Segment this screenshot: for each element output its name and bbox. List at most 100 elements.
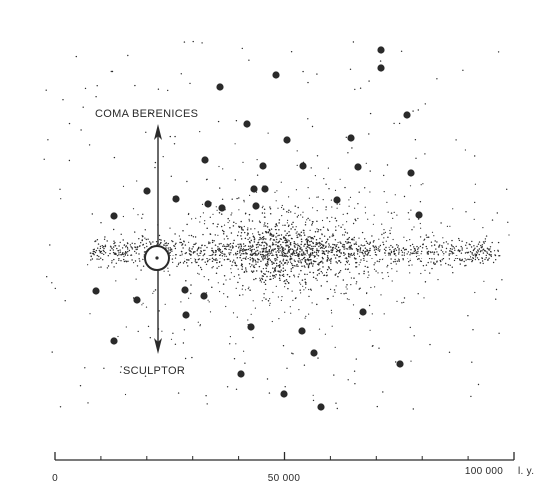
disk-star <box>115 252 117 255</box>
bulge-star <box>382 243 385 246</box>
disk-star <box>103 247 105 250</box>
field-star <box>205 395 207 397</box>
thick-disk-star <box>380 294 382 296</box>
bulge-star <box>300 269 302 272</box>
disk-star <box>239 252 241 254</box>
globular-cluster <box>347 134 355 142</box>
disk-star <box>466 251 468 254</box>
thick-disk-star <box>474 183 476 185</box>
thick-disk-star <box>280 299 282 301</box>
thick-disk-star <box>117 255 119 257</box>
field-star <box>358 191 360 193</box>
field-star <box>84 367 86 369</box>
thick-disk-star <box>347 268 349 270</box>
thick-disk-star <box>449 253 451 255</box>
globular-cluster <box>377 46 385 54</box>
bulge-star <box>301 258 303 261</box>
thick-disk-star <box>297 245 299 247</box>
thick-disk-star <box>238 245 240 247</box>
field-star <box>96 85 98 87</box>
disk-star <box>482 252 485 254</box>
bulge-star <box>293 274 295 277</box>
field-star <box>184 357 187 360</box>
bulge-star <box>243 270 246 273</box>
thick-disk-star <box>212 213 214 215</box>
thick-disk-star <box>135 278 137 280</box>
thick-disk-star <box>197 246 200 249</box>
disk-star <box>309 248 312 250</box>
bulge-star <box>206 227 208 229</box>
bulge-star <box>311 245 313 248</box>
disk-star <box>293 242 295 245</box>
disk-star <box>338 250 340 252</box>
thick-disk-star <box>223 244 225 246</box>
thick-disk-star <box>284 286 286 288</box>
globular-cluster <box>172 195 180 203</box>
thick-disk-star <box>244 213 247 215</box>
thick-disk-star <box>208 301 210 303</box>
field-star <box>173 143 176 145</box>
disk-star <box>274 260 276 262</box>
bulge-star <box>282 275 285 277</box>
bulge-star <box>345 292 347 295</box>
disk-star <box>468 258 470 261</box>
bulge-star <box>255 263 257 266</box>
thick-disk-star <box>413 226 415 228</box>
disk-star <box>93 254 95 256</box>
bulge-star <box>263 245 265 247</box>
disk-star <box>113 242 115 245</box>
thick-disk-star <box>475 254 477 256</box>
disk-star <box>392 261 395 263</box>
bulge-star <box>270 233 273 236</box>
bulge-star <box>264 257 266 260</box>
bulge-star <box>231 247 234 249</box>
thick-disk-star <box>311 222 313 224</box>
disk-star <box>206 257 208 260</box>
bulge-star <box>231 245 234 247</box>
bulge-star <box>285 252 287 255</box>
disk-star <box>488 249 490 251</box>
bulge-star <box>300 243 302 246</box>
bulge-star <box>389 232 391 235</box>
disk-star <box>119 251 122 253</box>
disk-star <box>246 271 248 273</box>
bulge-star <box>311 237 313 239</box>
bulge-star <box>241 263 243 266</box>
disk-star <box>229 246 232 248</box>
field-star <box>367 271 369 273</box>
field-star <box>440 222 442 224</box>
disk-star <box>378 246 380 248</box>
disk-star <box>182 243 184 245</box>
bulge-star <box>239 249 241 251</box>
disk-star <box>463 260 465 263</box>
thick-disk-star <box>145 306 148 308</box>
field-star <box>325 183 327 185</box>
thick-disk-star <box>409 239 411 241</box>
disk-star <box>339 241 341 243</box>
bulge-star <box>291 248 294 251</box>
disk-star <box>484 238 487 240</box>
bulge-star <box>322 250 325 253</box>
field-star <box>335 402 337 404</box>
bulge-star <box>310 259 312 261</box>
thick-disk-star <box>335 226 337 228</box>
disk-star <box>375 246 377 249</box>
globular-cluster <box>204 200 212 208</box>
bulge-star <box>358 245 360 248</box>
disk-star <box>142 235 144 237</box>
thick-disk-star <box>296 234 298 236</box>
bulge-star <box>331 246 334 249</box>
disk-star <box>485 257 487 259</box>
thick-disk-star <box>437 279 439 281</box>
disk-star <box>231 264 233 267</box>
thick-disk-star <box>269 275 271 277</box>
thick-disk-star <box>508 234 510 236</box>
thick-disk-star <box>358 237 360 239</box>
thick-disk-star <box>431 231 434 233</box>
thick-disk-star <box>300 283 302 285</box>
thick-disk-star <box>217 234 219 236</box>
thick-disk-star <box>274 229 277 231</box>
bulge-star <box>300 231 303 234</box>
thick-disk-star <box>259 280 261 282</box>
thick-disk-star <box>98 266 100 268</box>
